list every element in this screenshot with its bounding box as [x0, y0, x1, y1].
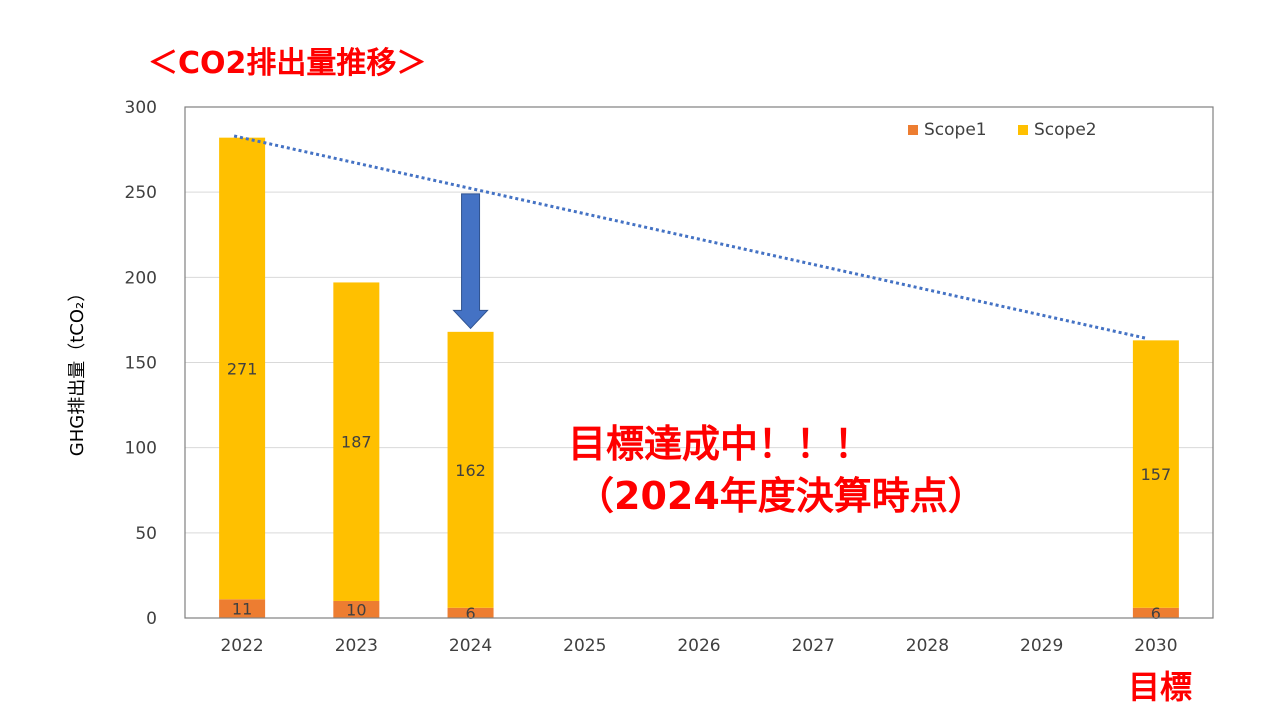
y-tick-label: 250 — [125, 183, 157, 203]
x-tick-label: 2029 — [1020, 636, 1063, 656]
x-tick-label: 2022 — [220, 636, 263, 656]
data-label-scope1: 6 — [465, 604, 475, 623]
down-arrow — [452, 193, 489, 330]
data-label-scope2: 157 — [1141, 465, 1172, 484]
bar-scope1 — [1132, 607, 1179, 618]
target-label: 目標 — [1128, 668, 1193, 706]
bar-scope1 — [333, 600, 380, 618]
bar-scope1 — [219, 599, 266, 618]
y-tick-label: 0 — [146, 609, 157, 629]
x-tick-label: 2023 — [335, 636, 378, 656]
plot-frame — [184, 106, 1214, 619]
y-tick-label: 50 — [135, 524, 157, 544]
overlay — [233, 134, 1149, 341]
data-label-scope2: 187 — [341, 433, 372, 452]
bars — [219, 137, 1179, 618]
legend-label: Scope1 — [924, 120, 987, 140]
x-tick-label: 2030 — [1134, 636, 1177, 656]
bar-scope1 — [447, 607, 494, 618]
achievement-line-1: 目標達成中！！！ — [568, 422, 873, 466]
x-tick-label: 2025 — [563, 636, 606, 656]
legend-label: Scope2 — [1034, 120, 1097, 140]
bar-scope2 — [219, 137, 266, 600]
data-labels: 11 271 10 187 6 162 6 157 — [227, 359, 1171, 622]
data-label-scope1: 6 — [1151, 604, 1161, 623]
axes: 0 50 100 150 200 250 300 2022 2023 2024 2025 2026 20… — [125, 98, 1214, 656]
x-tick-label: 2024 — [449, 636, 492, 656]
data-label-scope2: 271 — [227, 359, 258, 378]
y-tick-label: 100 — [125, 439, 157, 459]
bar-scope2 — [333, 282, 380, 601]
chart-title: ＜CO2排出量推移＞ — [148, 46, 427, 81]
y-tick-label: 150 — [125, 354, 157, 374]
bar-scope2 — [447, 331, 494, 608]
data-label-scope2: 162 — [455, 461, 486, 480]
y-tick-label: 200 — [125, 268, 157, 288]
legend: Scope1 Scope2 — [908, 120, 1097, 140]
achievement-annotation: 目標達成中！！！ （2024年度決算時点） — [568, 418, 986, 522]
data-label-scope1: 10 — [346, 600, 366, 619]
legend-swatch — [1018, 125, 1028, 135]
x-tick-label: 2027 — [792, 636, 835, 656]
x-tick-label: 2028 — [906, 636, 949, 656]
achievement-line-2: （2024年度決算時点） — [576, 474, 986, 518]
x-tick-label: 2026 — [677, 636, 720, 656]
legend-swatch — [908, 125, 918, 135]
data-label-scope1: 11 — [232, 600, 252, 619]
y-tick-label: 300 — [125, 98, 157, 118]
bar-scope2 — [1132, 340, 1179, 608]
